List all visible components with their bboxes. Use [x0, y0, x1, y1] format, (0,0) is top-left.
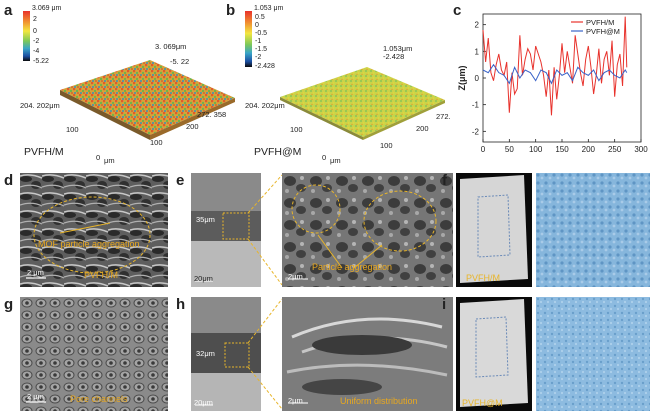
series-line-pvfh-at-m	[482, 63, 628, 85]
panel-a-peak-sub: -5. 22	[170, 57, 190, 66]
y-tick-label: -2	[472, 127, 480, 136]
legend-label: PVFH@M	[586, 27, 620, 36]
x-tick-label: 150	[555, 145, 569, 154]
panel-b-colorbar-max: 1.053 μm	[254, 5, 284, 12]
y-tick-label: 1	[475, 47, 480, 56]
panel-d-annotation: MOF particle aggregation	[38, 239, 140, 249]
panel-a-axis-tick: 100	[150, 138, 163, 147]
panel-c-letter: c	[453, 2, 462, 19]
panel-b-colorbar-tick: -0.5	[255, 30, 268, 37]
panel-h-zoom-lines	[248, 298, 282, 410]
panel-e-scale-left: 20μm	[194, 274, 213, 283]
panel-h-annotation: Uniform distribution	[340, 396, 418, 406]
panel-b-colorbar	[245, 11, 252, 67]
x-tick-label: 50	[505, 145, 514, 154]
panel-a-caption: PVFH/M	[24, 146, 64, 158]
panel-a-axis-tick: 100	[66, 125, 79, 134]
panel-b-letter: b	[226, 2, 236, 19]
y-tick-label: 2	[475, 21, 480, 30]
y-tick-label: 0	[475, 74, 480, 83]
panel-b-colorbar-tick: -1	[255, 38, 262, 45]
panel-a-y-extent: 204. 202μm	[20, 101, 60, 110]
x-tick-label: 0	[481, 145, 486, 154]
panel-d-caption: PVFH/M	[84, 270, 119, 280]
panel-b-peak-label: 1.053μm	[383, 44, 413, 53]
panel-g-sem-image	[20, 297, 168, 411]
panel-a-colorbar	[23, 11, 30, 61]
panel-f-3d-render	[456, 173, 532, 287]
panel-b-axis-unit: μm	[330, 156, 341, 165]
panel-d-scale: 2 μm	[27, 268, 44, 277]
panel-h-thickness: 32μm	[196, 349, 215, 358]
panel-g-letter: g	[4, 296, 14, 313]
panel-h-letter: h	[176, 296, 186, 313]
panel-b-colorbar-tick: -2	[255, 54, 262, 61]
panel-a-colorbar-tick: -2	[33, 38, 40, 45]
panel-b-surface	[280, 67, 445, 140]
panel-b-axis-tick: 100	[290, 125, 303, 134]
panel-i-caption: PVFH@M	[462, 398, 503, 408]
y-tick-label: -1	[472, 101, 480, 110]
panel-b-caption: PVFH@M	[254, 146, 302, 158]
panel-f-zoom-render	[536, 173, 650, 287]
x-tick-label: 200	[582, 145, 596, 154]
panel-h-scale-left: 20μm	[194, 398, 213, 407]
panel-h-scale-right: 2μm	[288, 396, 303, 405]
panel-b-y-extent: 204. 202μm	[245, 101, 285, 110]
x-tick-label: 300	[634, 145, 648, 154]
panel-i-zoom-render	[536, 297, 650, 411]
panel-h-sem-zoom	[282, 297, 453, 411]
panel-i-letter: i	[442, 296, 447, 313]
panel-d-letter: d	[4, 172, 14, 189]
series-line-pvfh-m	[482, 16, 628, 116]
panel-e-thickness: 35μm	[196, 215, 215, 224]
panel-a-letter: a	[4, 2, 13, 19]
panel-a-peak-label: 3. 069μm	[155, 42, 187, 51]
x-tick-label: 250	[608, 145, 622, 154]
panel-a-surface	[60, 60, 235, 140]
panel-b-axis-tick: 0	[322, 153, 327, 162]
legend-label: PVFH/M	[586, 18, 614, 27]
panel-b-peak-sub: -2.428	[383, 52, 405, 61]
panel-d-sem-image	[20, 173, 168, 287]
panel-a-axis-unit: μm	[104, 156, 115, 165]
panel-a-axis-tick: 0	[96, 153, 101, 162]
panel-e-letter: e	[176, 172, 185, 189]
panel-a-colorbar-tick: 0	[33, 28, 37, 35]
panel-a-colorbar-max: 3.069 μm	[32, 5, 62, 12]
panel-a-x-extent: 272. 358	[197, 110, 227, 119]
panel-f-caption: PVFH/M	[466, 273, 501, 283]
panel-b-colorbar-tick: -1.5	[255, 46, 268, 53]
panel-g-annotation: Pore channels	[70, 394, 128, 404]
y-axis-label: Z(μm)	[457, 65, 467, 90]
panel-e-cross-section	[191, 173, 261, 287]
panel-b-axis-tick: 100	[380, 141, 393, 150]
panel-e-zoom-lines	[248, 174, 282, 286]
panel-e-annotation: Particle aggregation	[312, 262, 393, 272]
panel-i-3d-render	[456, 297, 532, 411]
panel-e-scale-right: 2μm	[288, 272, 303, 281]
panel-e-sem-zoom	[282, 173, 453, 287]
panel-c-chart: 210-1-20 50 100 150 200 250 300Z(μm)PVFH/MPVFH…	[457, 13, 648, 154]
panel-a-colorbar-tick: 2	[33, 16, 37, 23]
panel-g-scale: 2 μm	[27, 392, 44, 401]
panel-a-colorbar-tick: -5.22	[33, 58, 49, 65]
x-tick-label: 100	[529, 145, 543, 154]
panel-b-axis-tick: 200	[416, 124, 429, 133]
panel-f-letter: f	[442, 172, 447, 189]
panel-h-cross-section	[191, 297, 261, 411]
panel-a-axis-tick: 200	[186, 122, 199, 131]
panel-b-colorbar-tick: 0	[255, 22, 259, 29]
panel-b-colorbar-tick: 0.5	[255, 14, 265, 21]
panel-a-colorbar-tick: -4	[33, 48, 40, 55]
panel-b-x-extent: 272.	[436, 112, 451, 121]
panel-b-colorbar-tick: -2.428	[255, 63, 275, 70]
